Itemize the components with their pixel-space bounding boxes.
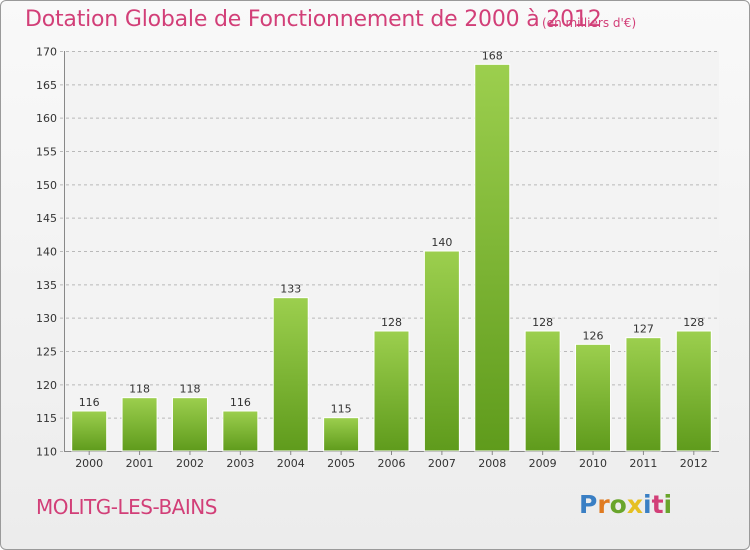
logo-letter: i xyxy=(643,490,652,519)
y-tick-label: 110 xyxy=(36,446,57,459)
bar-value-label: 140 xyxy=(431,236,452,249)
y-tick-label: 155 xyxy=(36,146,57,159)
bar xyxy=(71,410,108,452)
x-tick-label: 2007 xyxy=(428,457,456,470)
commune-name: MOLITG-LES-BAINS xyxy=(36,495,217,519)
bar xyxy=(323,417,360,452)
bar xyxy=(222,410,259,452)
bar-value-label: 116 xyxy=(79,396,100,409)
x-tick-label: 2009 xyxy=(529,457,557,470)
logo-letter: x xyxy=(626,490,643,519)
y-tick-label: 115 xyxy=(36,412,57,425)
bar xyxy=(675,330,712,452)
x-tick-label: 2001 xyxy=(126,457,154,470)
x-tick-label: 2012 xyxy=(680,457,708,470)
bar xyxy=(373,330,410,452)
chart-subtitle: (en milliers d'€) xyxy=(542,16,637,30)
bar xyxy=(423,250,460,452)
bar xyxy=(171,397,208,452)
bar-value-label: 118 xyxy=(179,383,200,396)
proxiti-logo: Proxiti xyxy=(579,490,672,519)
bar-value-label: 168 xyxy=(482,49,503,62)
x-tick-label: 2003 xyxy=(226,457,254,470)
bar-value-label: 133 xyxy=(280,283,301,296)
x-tick-label: 2005 xyxy=(327,457,355,470)
y-tick-label: 120 xyxy=(36,379,57,392)
y-tick-label: 130 xyxy=(36,312,57,325)
chart-title: Dotation Globale de Fonctionnement de 20… xyxy=(25,7,602,32)
x-tick-label: 2002 xyxy=(176,457,204,470)
logo-letter: o xyxy=(609,490,627,519)
y-tick-label: 150 xyxy=(36,179,57,192)
x-tick-label: 2000 xyxy=(75,457,103,470)
bar-value-label: 128 xyxy=(532,316,553,329)
y-tick-label: 135 xyxy=(36,279,57,292)
bar xyxy=(524,330,561,452)
y-tick-label: 125 xyxy=(36,346,57,359)
bar-value-label: 127 xyxy=(633,323,654,336)
bar-value-label: 126 xyxy=(583,329,604,342)
x-tick-label: 2008 xyxy=(478,457,506,470)
x-tick-label: 2011 xyxy=(629,457,657,470)
bar-value-label: 128 xyxy=(381,316,402,329)
bar xyxy=(121,397,158,452)
y-tick-label: 140 xyxy=(36,246,57,259)
x-tick-label: 2006 xyxy=(378,457,406,470)
bar xyxy=(474,63,511,452)
bar xyxy=(625,337,662,452)
bar xyxy=(272,297,309,452)
bar-value-label: 118 xyxy=(129,383,150,396)
bar-value-label: 115 xyxy=(331,403,352,416)
logo-letter: r xyxy=(597,490,610,519)
bar-value-label: 128 xyxy=(683,316,704,329)
y-tick-label: 170 xyxy=(36,46,57,59)
logo-letter: P xyxy=(579,490,598,519)
y-tick-label: 145 xyxy=(36,212,57,225)
x-tick-label: 2010 xyxy=(579,457,607,470)
logo-letter: t xyxy=(651,490,664,519)
x-tick-label: 2004 xyxy=(277,457,305,470)
bar-value-label: 116 xyxy=(230,396,251,409)
logo-letter: i xyxy=(663,490,673,519)
bar xyxy=(575,343,612,452)
y-tick-label: 165 xyxy=(36,79,57,92)
y-tick-label: 160 xyxy=(36,112,57,125)
